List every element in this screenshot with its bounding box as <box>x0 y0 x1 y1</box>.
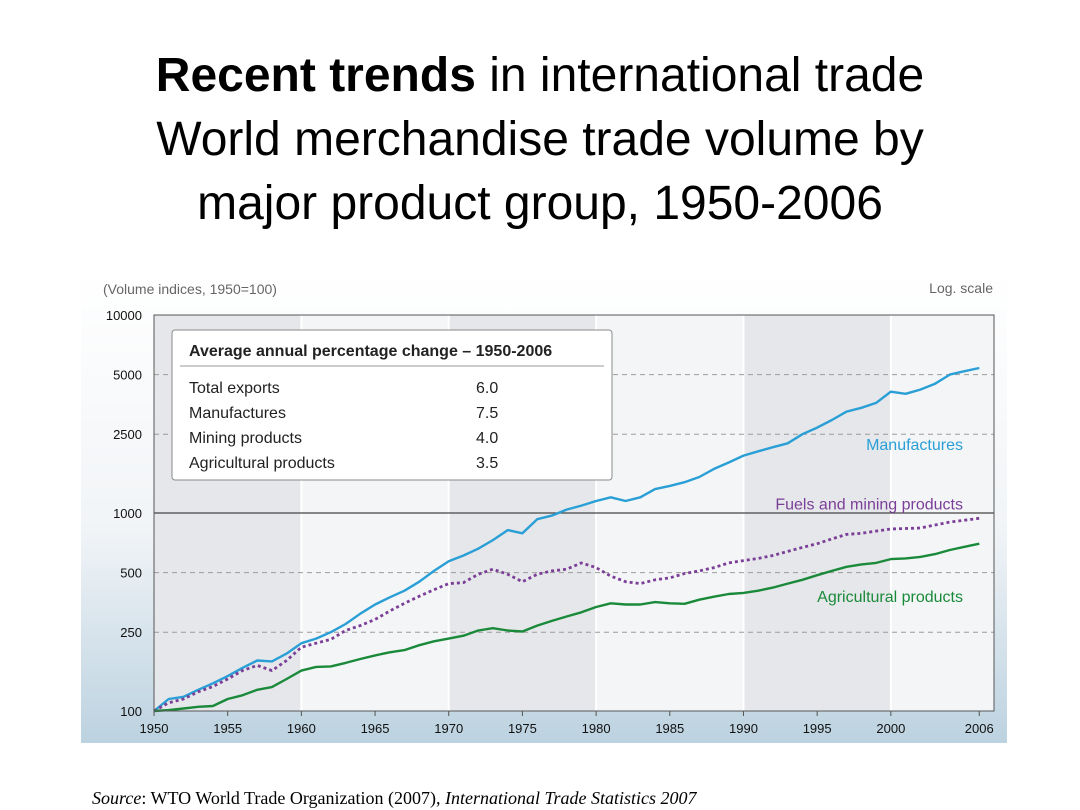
slide-title: Recent trends in international trade Wor… <box>40 44 1040 236</box>
y-tick-label: 500 <box>120 566 142 581</box>
fuels-mining-label: Fuels and mining products <box>775 497 963 514</box>
title-line-1: Recent trends in international trade <box>40 44 1040 108</box>
agricultural-label: Agricultural products <box>817 589 963 606</box>
x-tick-label: 1955 <box>213 721 242 736</box>
y-tick-label: 10000 <box>106 308 142 323</box>
source-publication: International Trade Statistics 2007 <box>445 788 697 808</box>
y-tick-label: 5000 <box>113 368 142 383</box>
x-tick-label: 1970 <box>434 721 463 736</box>
x-tick-label: 2000 <box>876 721 905 736</box>
trade-volume-chart: Manufactures Fuels and mining products Agr… <box>81 270 1007 743</box>
manufactures-label: Manufactures <box>866 437 963 454</box>
x-tick-label: 1990 <box>729 721 758 736</box>
average-change-table: Average annual percentage change – 1950-… <box>171 329 613 481</box>
title-line-3: major product group, 1950-2006 <box>197 177 883 230</box>
source-note: Source: WTO World Trade Organization (20… <box>92 788 697 809</box>
table-title: Average annual percentage change – 1950-… <box>189 343 552 360</box>
title-rest: in international trade <box>475 49 925 102</box>
table-row-value: 6.0 <box>476 380 498 397</box>
x-tick-label: 1965 <box>361 721 390 736</box>
x-tick-label: 1985 <box>655 721 684 736</box>
y-tick-label: 250 <box>120 625 142 640</box>
plot-frame <box>153 314 995 712</box>
title-bold: Recent trends <box>155 49 476 102</box>
log-scale-note: Log. scale <box>929 280 993 296</box>
title-line-2: World merchandise trade volume by <box>156 113 924 166</box>
source-label: Source <box>92 788 142 808</box>
table-row-value: 3.5 <box>476 455 498 472</box>
y-axis-label: (Volume indices, 1950=100) <box>103 281 277 297</box>
y-tick-label: 2500 <box>113 427 142 442</box>
y-tick-label: 1000 <box>113 506 142 521</box>
table-row-label: Total exports <box>189 380 280 397</box>
table-row-label: Agricultural products <box>189 455 335 472</box>
chart-figure: Manufactures Fuels and mining products Agr… <box>81 270 1007 743</box>
agricultural-line <box>153 542 980 713</box>
table-row-label: Manufactures <box>189 405 286 422</box>
table-row-value: 7.5 <box>476 405 498 422</box>
table-row-value: 4.0 <box>476 430 498 447</box>
source-text: : WTO World Trade Organization (2007), <box>141 788 446 808</box>
x-tick-label: 1980 <box>582 721 611 736</box>
table-row-label: Mining products <box>189 430 302 447</box>
manufactures-line <box>153 366 980 712</box>
x-tick-label: 1975 <box>508 721 537 736</box>
table-box <box>171 329 613 481</box>
x-tick-label: 1995 <box>803 721 832 736</box>
fuels-mining-line <box>153 516 980 713</box>
x-tick-label: 1950 <box>140 721 169 736</box>
x-tick-label: 2006 <box>965 721 994 736</box>
x-tick-label: 1960 <box>287 721 316 736</box>
y-tick-label: 100 <box>120 704 142 719</box>
